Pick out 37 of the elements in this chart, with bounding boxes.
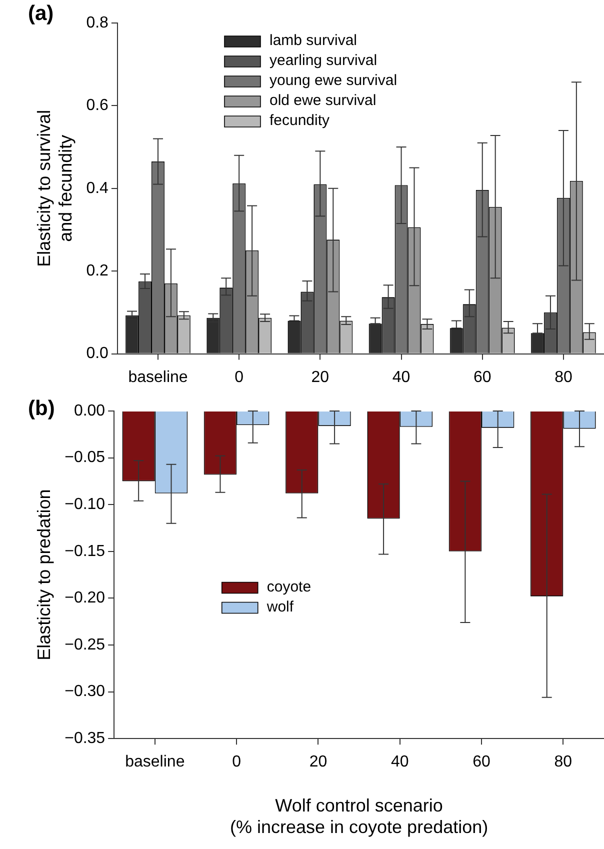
x-tick-label: 60 [472, 754, 491, 771]
x-tick-label: 80 [554, 754, 572, 771]
legend-label: fecundity [269, 112, 330, 130]
y-tick-label: 0.8 [86, 14, 109, 32]
y-tick-label: −0.15 [64, 542, 106, 560]
y-tick-label: −0.20 [64, 590, 106, 607]
legend-label: yearling survival [269, 52, 378, 70]
x-tick-label: 20 [311, 368, 330, 386]
legend-label: coyote [266, 578, 312, 596]
legend-label: lamb survival [269, 32, 358, 50]
legend-label: young ewe survival [269, 72, 398, 90]
x-tick-label: 0 [234, 368, 244, 386]
x-tick-label: 20 [309, 754, 328, 771]
x-axis-title: Wolf control scenario (% increase in coyote predation) [230, 796, 488, 838]
y-axis-title: Elasticity to predation [34, 489, 54, 660]
y-tick-label: −0.05 [64, 449, 106, 466]
legend-label: old ewe survival [269, 92, 376, 110]
x-tick-label: 40 [392, 368, 410, 386]
chart-title: (a) [28, 2, 54, 26]
chart-title: (b) [28, 397, 55, 421]
x-tick-label: 60 [473, 368, 492, 386]
y-tick-label: −0.35 [64, 730, 106, 748]
y-tick-label: −0.25 [64, 636, 106, 654]
y-tick-label: −0.30 [64, 683, 106, 700]
y-tick-label: 0.6 [86, 97, 109, 114]
x-tick-label: 40 [390, 754, 409, 771]
y-axis-title: Elasticity to survival and fecundity [34, 110, 76, 267]
x-tick-label: baseline [125, 754, 185, 771]
x-tick-label: baseline [128, 368, 188, 386]
y-tick-label: 0.0 [86, 345, 109, 362]
y-tick-label: 0.2 [86, 262, 109, 280]
y-tick-label: 0.00 [74, 402, 106, 420]
legend-label: wolf [266, 598, 294, 616]
x-tick-label: 0 [232, 754, 242, 771]
y-tick-label: −0.10 [64, 496, 106, 514]
y-tick-label: 0.4 [86, 180, 109, 197]
x-tick-label: 80 [554, 368, 572, 386]
